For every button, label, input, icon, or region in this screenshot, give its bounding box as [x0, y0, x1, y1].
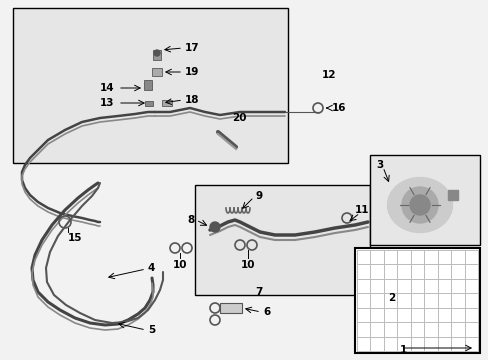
Text: 5: 5 [148, 325, 155, 335]
Text: 6: 6 [263, 307, 270, 317]
Text: 19: 19 [184, 67, 199, 77]
Text: 11: 11 [354, 205, 369, 215]
Text: 3: 3 [375, 160, 383, 170]
Text: 12: 12 [321, 70, 336, 80]
Text: 7: 7 [254, 287, 262, 297]
Text: 10: 10 [240, 260, 255, 270]
Circle shape [209, 222, 220, 232]
Bar [143, 80, 152, 90]
Text: 16: 16 [331, 103, 346, 113]
Bar [354, 248, 479, 353]
Circle shape [401, 187, 437, 223]
Circle shape [409, 195, 429, 215]
Bar [145, 101, 153, 106]
Text: 15: 15 [68, 233, 82, 243]
Ellipse shape [386, 177, 451, 233]
Bar [13, 8, 287, 163]
Bar [220, 303, 242, 313]
Text: 14: 14 [100, 83, 114, 93]
Text: 20: 20 [231, 113, 246, 123]
Text: 10: 10 [172, 260, 187, 270]
Bar [153, 50, 161, 60]
Text: 13: 13 [100, 98, 114, 108]
Text: 8: 8 [187, 215, 195, 225]
Bar [162, 100, 172, 106]
Bar [447, 190, 457, 200]
Text: 9: 9 [254, 191, 262, 201]
Text: 17: 17 [184, 43, 199, 53]
Text: 18: 18 [184, 95, 199, 105]
Bar [152, 68, 162, 76]
Bar [369, 155, 479, 245]
Text: 1: 1 [399, 345, 407, 355]
Circle shape [154, 50, 160, 56]
Bar [195, 185, 369, 295]
Text: 4: 4 [148, 263, 155, 273]
Text: 2: 2 [387, 293, 394, 303]
